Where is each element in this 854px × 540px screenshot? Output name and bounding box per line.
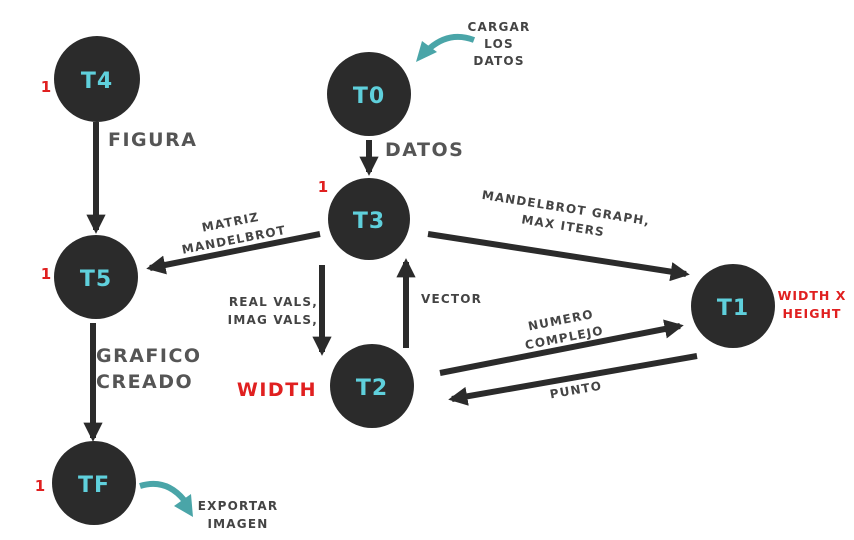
- edge-t3-t1: [427, 231, 690, 282]
- label-vector: VECTOR: [421, 292, 482, 306]
- count-t5: 1: [41, 265, 51, 283]
- count-t4: 1: [41, 78, 51, 96]
- label-exportar-line2: IMAGEN: [208, 517, 269, 531]
- label-cargar-line1: CARGAR: [468, 20, 531, 34]
- node-t5: T5: [54, 235, 138, 319]
- node-t1-label: T1: [717, 296, 749, 321]
- label-cargar-line3: DATOS: [473, 54, 524, 68]
- edge-t1-t2: [448, 353, 698, 406]
- export-image-arrow: [139, 480, 193, 517]
- node-tf-label: TF: [78, 473, 110, 498]
- label-cargar-line2: LOS: [484, 37, 514, 51]
- node-t3: T3: [328, 178, 410, 260]
- node-t1: T1: [691, 264, 775, 348]
- label-exportar-line1: EXPORTAR: [198, 499, 279, 513]
- label-real-vals: REAL VALS,: [229, 295, 318, 309]
- node-tf: TF: [52, 441, 136, 525]
- count-tf: 1: [35, 477, 45, 495]
- node-t5-label: T5: [80, 267, 112, 292]
- node-t4: T4: [54, 36, 140, 122]
- edge-t3-t5: [146, 231, 321, 275]
- label-mandelbrot-group: MANDELBROT GRAPH, MAX ITERS: [481, 188, 651, 240]
- label-figura: FIGURA: [108, 129, 197, 151]
- node-t0-label: T0: [353, 84, 385, 109]
- node-t4-label: T4: [81, 69, 113, 94]
- edge-t2-t1: [439, 319, 684, 376]
- label-width: WIDTH: [237, 379, 317, 401]
- label-imag-vals: IMAG VALS,: [228, 313, 318, 327]
- count-t3: 1: [318, 178, 328, 196]
- label-datos: DATOS: [385, 139, 464, 161]
- label-height: HEIGHT: [783, 306, 842, 321]
- node-t2-label: T2: [356, 376, 388, 401]
- node-t3-label: T3: [353, 209, 385, 234]
- node-t2: T2: [330, 344, 414, 428]
- label-width-x: WIDTH X: [778, 288, 847, 303]
- label-creado: CREADO: [96, 371, 193, 393]
- load-data-arrow: [416, 33, 476, 62]
- node-t0: T0: [327, 52, 411, 136]
- label-grafico: GRAFICO: [96, 345, 202, 367]
